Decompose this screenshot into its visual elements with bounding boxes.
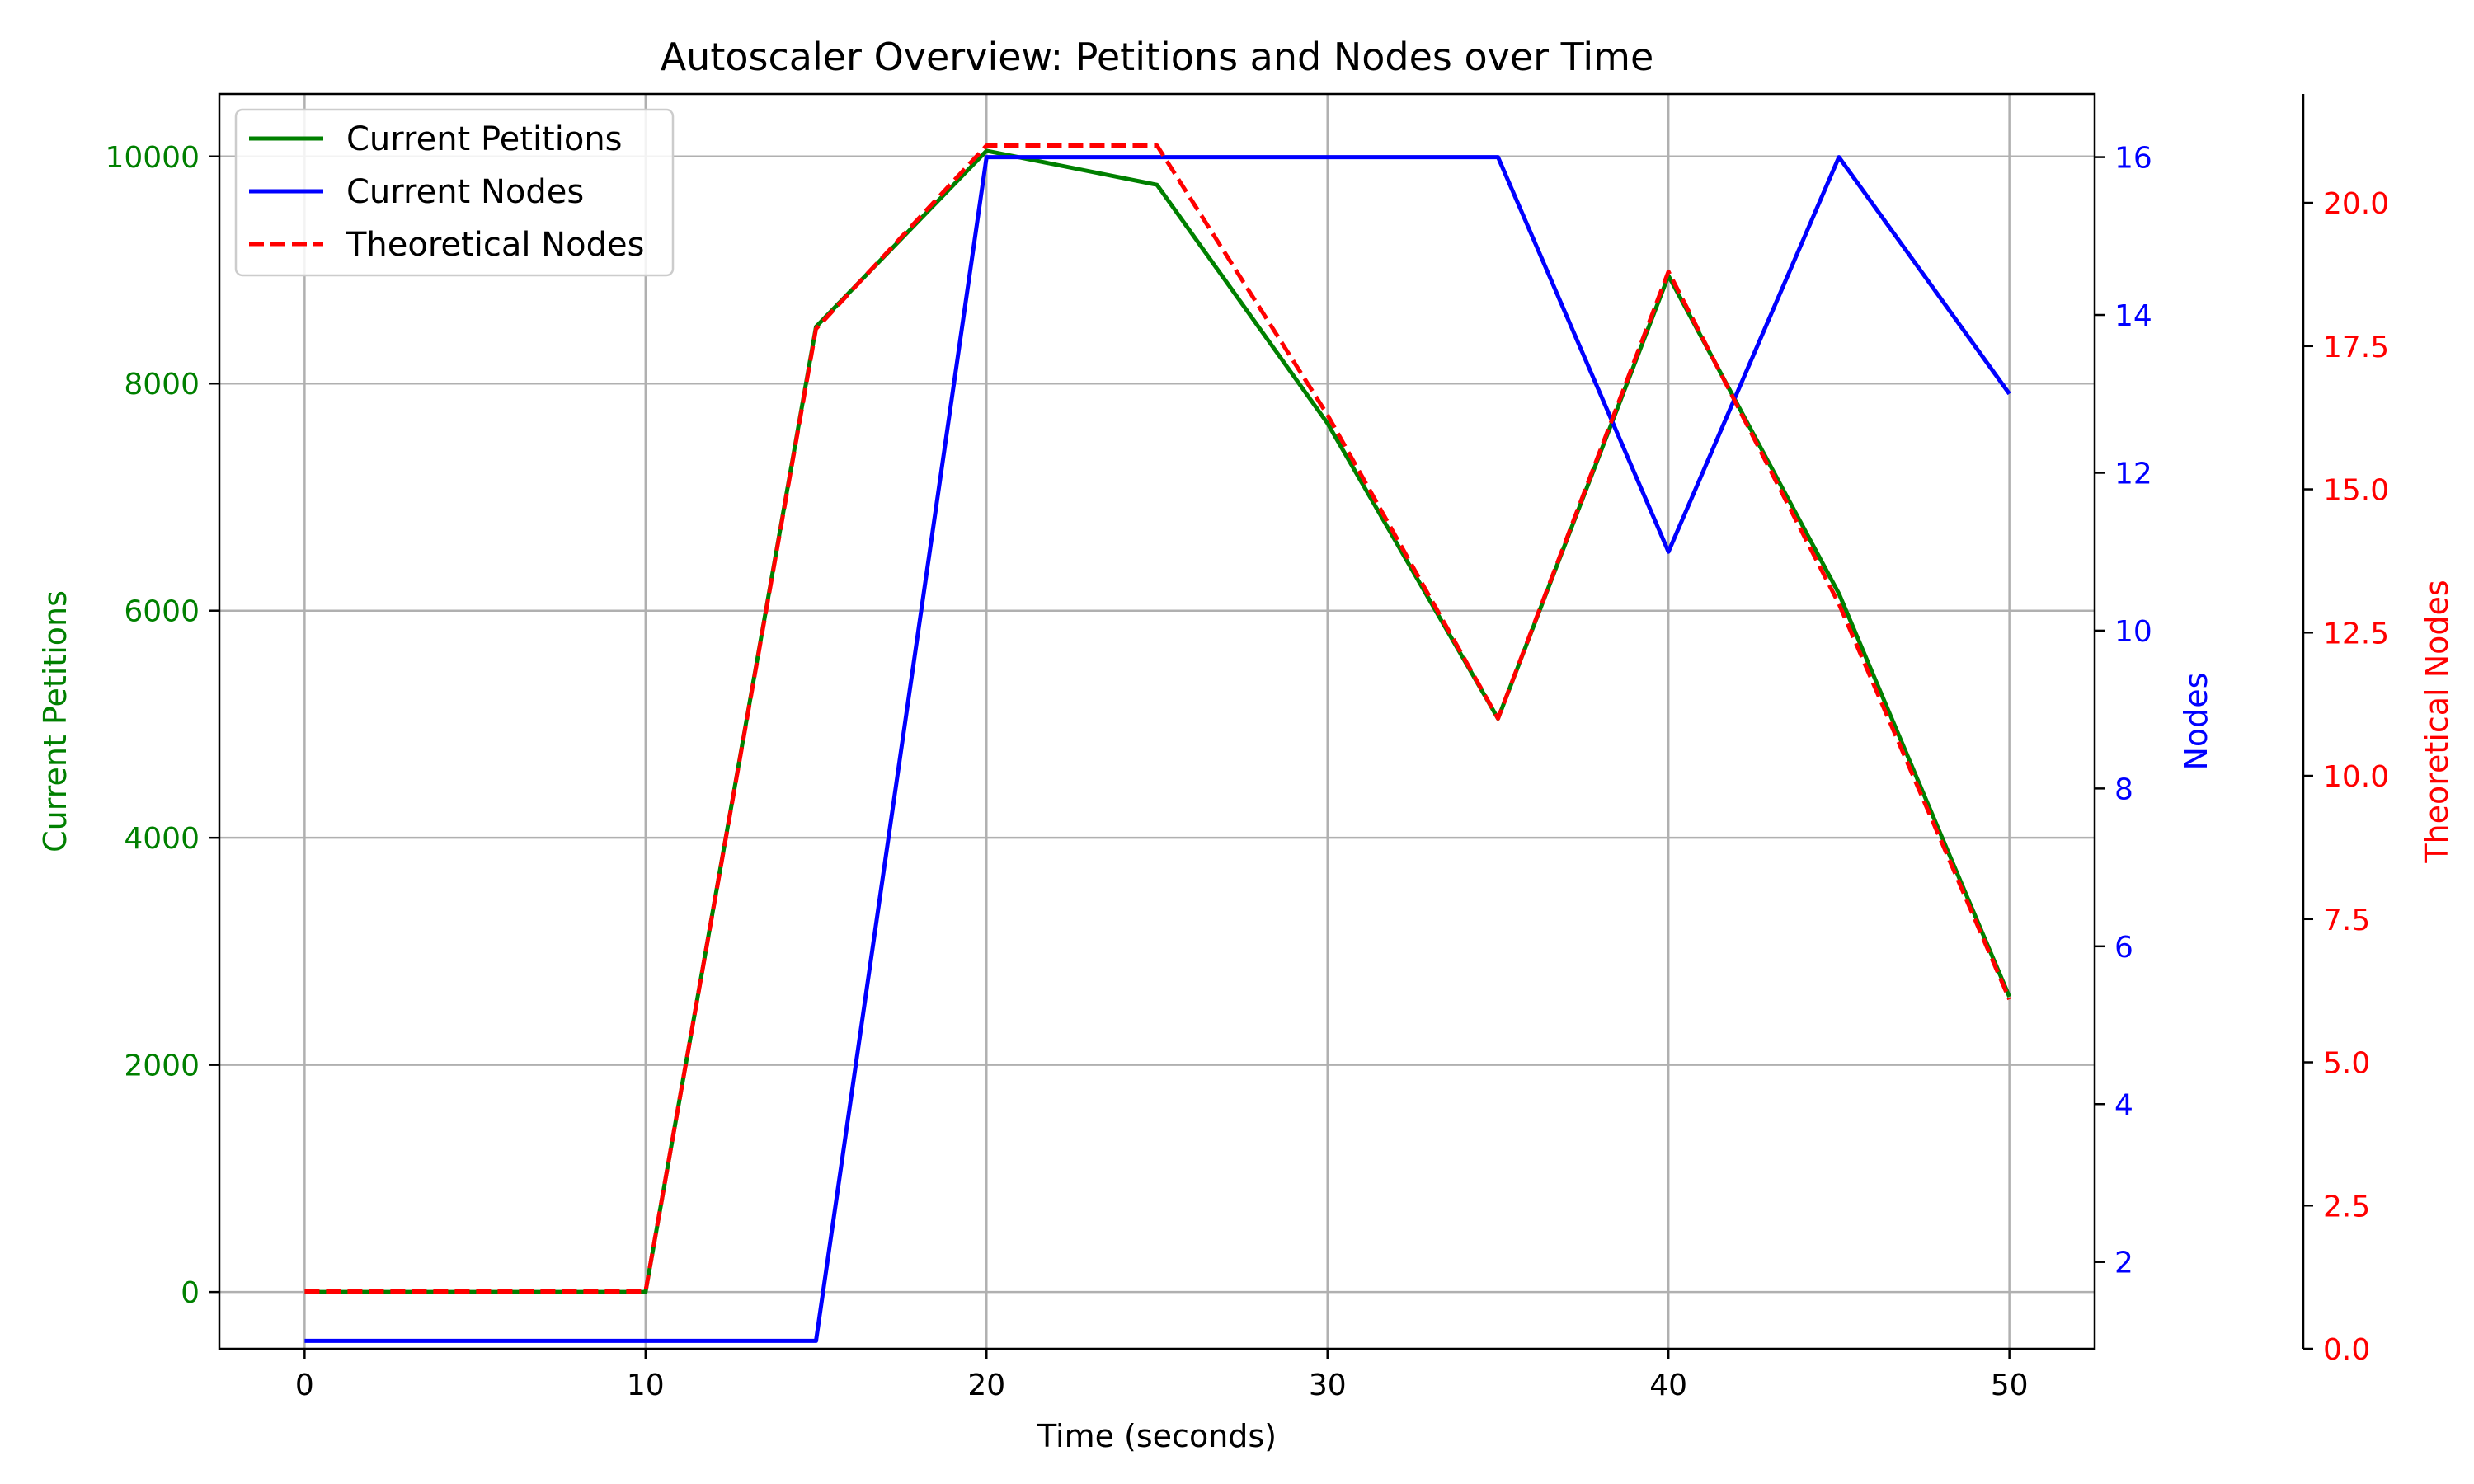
y-right-nodes-tick-label: 8 [2114, 773, 2133, 806]
legend-label: Current Petitions [346, 120, 623, 158]
y-left-tick-label: 6000 [124, 595, 200, 629]
x-tick-label: 30 [1309, 1369, 1347, 1402]
y-right-theoretical-tick-label: 10.0 [2323, 760, 2389, 794]
y-right-nodes-tick-label: 12 [2114, 457, 2152, 491]
grid-lines [219, 94, 2095, 1349]
y-axis-label-current-petitions: Current Petitions [37, 590, 73, 852]
y-right-theoretical-tick-label: 12.5 [2323, 617, 2389, 650]
y-axis-label-theoretical-nodes: Theoretical Nodes [2419, 580, 2455, 863]
series-layer [304, 143, 2011, 1343]
y-left-tick-label: 0 [181, 1276, 200, 1310]
legend-item-theoretical-nodes: Theoretical Nodes [249, 226, 644, 264]
legend: Current Petitions Current Nodes Theoretica… [234, 108, 675, 277]
x-axis-label: Time (seconds) [1037, 1418, 1277, 1454]
y-right-theoretical-tick-label: 7.5 [2323, 904, 2370, 937]
y-right-nodes-tick-label: 2 [2114, 1247, 2133, 1280]
legend-label: Theoretical Nodes [346, 226, 644, 264]
y-left-tick-label: 10000 [105, 141, 200, 175]
y-right-nodes-tick-label: 16 [2114, 142, 2152, 176]
x-tick-label: 40 [1649, 1369, 1687, 1402]
y-left-tick-label: 8000 [124, 368, 200, 402]
y-right-theoretical-tick-label: 2.5 [2323, 1190, 2370, 1223]
series-line-current-nodes [304, 155, 2011, 1343]
y-right-nodes-tick-label: 6 [2114, 931, 2133, 965]
x-tick-label: 50 [1991, 1369, 2029, 1402]
y-right-theoretical-tick-label: 17.5 [2323, 331, 2389, 364]
y-left-tick-label: 2000 [124, 1050, 200, 1083]
y-right-nodes-tick-label: 4 [2114, 1088, 2133, 1122]
y-right-nodes-tick-label: 14 [2114, 299, 2152, 333]
legend-label: Current Nodes [346, 173, 584, 211]
x-tick-label: 0 [295, 1369, 314, 1402]
y-axis-label-nodes: Nodes [2178, 673, 2214, 771]
y-left-tick-label: 4000 [124, 822, 200, 856]
series-line-theoretical-nodes [304, 143, 2011, 1294]
plot-frame [218, 92, 2096, 1350]
x-tick-label: 20 [967, 1369, 1005, 1402]
axes: 0 10 20 30 40 50 0 2000 4000 6000 8000 10000 2 4 6 8 10 1… [105, 94, 2389, 1402]
x-tick-label: 10 [627, 1369, 665, 1402]
y-right-theoretical-tick-label: 15.0 [2323, 474, 2389, 508]
y-right-theoretical-tick-label: 20.0 [2323, 187, 2389, 221]
y-right-theoretical-tick-label: 5.0 [2323, 1047, 2370, 1081]
legend-box [234, 108, 675, 277]
y-right-theoretical-tick-label: 0.0 [2323, 1333, 2370, 1367]
y-right-nodes-tick-label: 10 [2114, 615, 2152, 649]
chart-title: Autoscaler Overview: Petitions and Nodes… [661, 35, 1654, 79]
legend-item-current-petitions: Current Petitions [249, 120, 623, 158]
legend-item-current-nodes: Current Nodes [249, 173, 584, 211]
series-line-current-petitions [304, 148, 2011, 1294]
